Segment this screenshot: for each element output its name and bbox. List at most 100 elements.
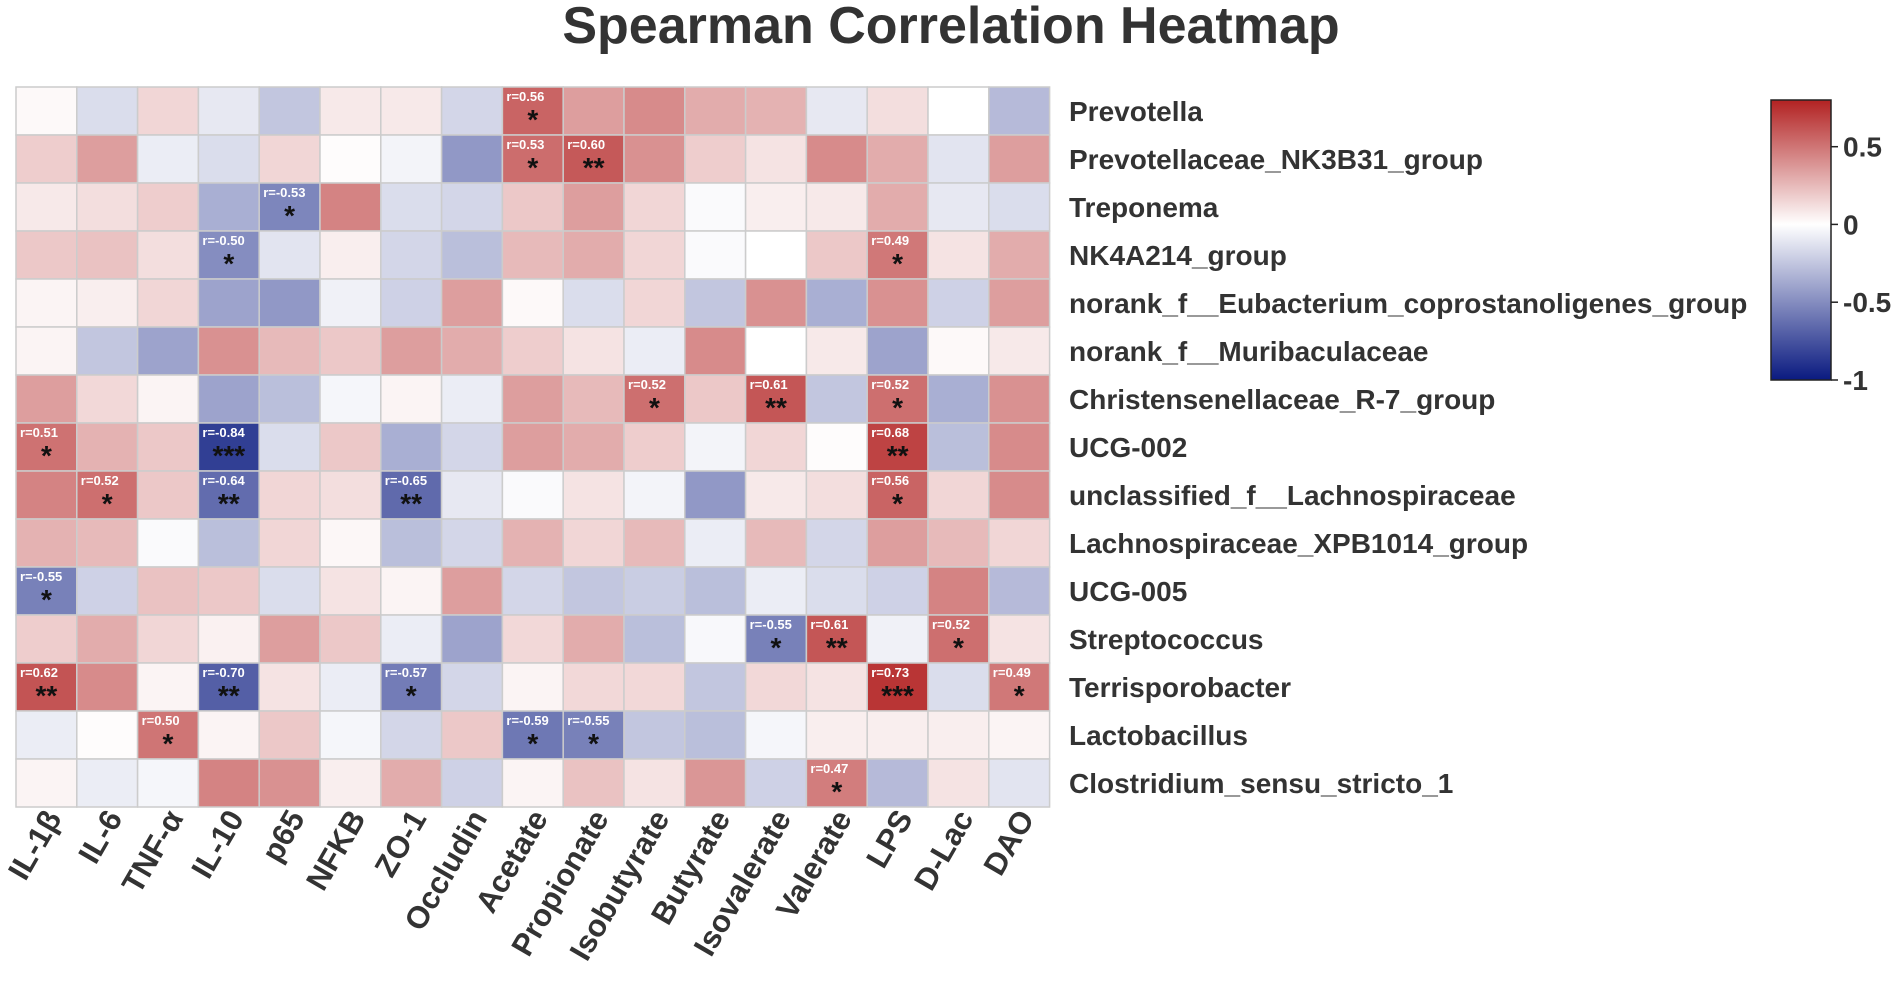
row-label: Clostridium_sensu_stricto_1 bbox=[1069, 768, 1453, 799]
heatmap-cell bbox=[927, 134, 990, 184]
heatmap-cell bbox=[623, 614, 686, 664]
cell-significance-stars: *** bbox=[881, 680, 914, 711]
heatmap-cell bbox=[623, 182, 686, 232]
heatmap-cell bbox=[805, 182, 868, 232]
heatmap-cell bbox=[136, 374, 200, 424]
heatmap-cell bbox=[258, 230, 321, 280]
heatmap-cell bbox=[15, 710, 78, 760]
heatmap-cell bbox=[562, 758, 625, 808]
heatmap-cell bbox=[258, 662, 321, 712]
cell-correlation-label: r=0.50 bbox=[142, 713, 180, 728]
heatmap-cell bbox=[684, 230, 747, 280]
cell-correlation-label: r=-0.53 bbox=[263, 185, 305, 200]
row-labels: Prevotella Prevotellaceae_NK3B31_group Tre… bbox=[1069, 96, 1747, 799]
heatmap-cell bbox=[805, 470, 868, 520]
heatmap-cell bbox=[258, 278, 321, 328]
heatmap-cell bbox=[927, 758, 990, 808]
heatmap-cell bbox=[927, 710, 990, 760]
heatmap-cell bbox=[744, 374, 808, 424]
row-label: Treponema bbox=[1069, 192, 1219, 223]
cell-correlation-label: r=0.56 bbox=[506, 89, 544, 104]
heatmap-cell bbox=[805, 518, 868, 568]
heatmap-cell bbox=[805, 662, 868, 712]
heatmap-cell bbox=[136, 518, 200, 568]
heatmap-cell bbox=[623, 662, 686, 712]
heatmap-cell bbox=[805, 710, 868, 760]
heatmap-cell bbox=[623, 422, 686, 472]
row-label: norank_f__Eubacterium_coprostanoligenes_… bbox=[1069, 288, 1747, 319]
heatmap-cell bbox=[197, 710, 260, 760]
heatmap-cell bbox=[380, 614, 443, 664]
heatmap-cell bbox=[319, 566, 382, 616]
column-label: DAO bbox=[977, 804, 1042, 881]
heatmap-cell bbox=[866, 470, 929, 520]
heatmap-cell bbox=[684, 470, 747, 520]
heatmap-cell bbox=[380, 86, 443, 136]
heatmap-cell bbox=[258, 566, 321, 616]
heatmap-cell bbox=[15, 470, 78, 520]
heatmap-cell bbox=[744, 230, 808, 280]
heatmap-cell bbox=[866, 758, 929, 808]
heatmap-cell bbox=[136, 86, 200, 136]
heatmap-cell bbox=[805, 278, 868, 328]
cell-correlation-label: r=0.60 bbox=[567, 137, 605, 152]
heatmap-cell bbox=[927, 566, 990, 616]
heatmap-cell bbox=[15, 230, 78, 280]
cell-correlation-label: r=-0.70 bbox=[202, 665, 244, 680]
heatmap-cell bbox=[927, 662, 990, 712]
heatmap-cell bbox=[501, 566, 564, 616]
cell-significance-stars: * bbox=[406, 680, 417, 711]
heatmap-cell bbox=[684, 518, 747, 568]
colorbar-gradient bbox=[1770, 99, 1832, 381]
heatmap-cell bbox=[927, 518, 990, 568]
heatmap-cell bbox=[501, 710, 564, 760]
heatmap-cell bbox=[76, 710, 139, 760]
heatmap-cell bbox=[805, 422, 868, 472]
heatmap-cell bbox=[258, 518, 321, 568]
heatmap-cell bbox=[15, 518, 78, 568]
heatmap-cell bbox=[380, 374, 443, 424]
column-label: IL-1β bbox=[1, 804, 68, 886]
heatmap-cell bbox=[866, 182, 929, 232]
heatmap-cell bbox=[866, 614, 929, 664]
heatmap-cell bbox=[15, 566, 78, 616]
heatmap-cell bbox=[440, 662, 504, 712]
cell-significance-stars: * bbox=[41, 440, 52, 471]
heatmap-cell bbox=[258, 134, 321, 184]
heatmap-cell bbox=[258, 422, 321, 472]
heatmap-cell bbox=[380, 758, 443, 808]
heatmap-cell bbox=[562, 710, 625, 760]
heatmap-cell bbox=[76, 230, 139, 280]
heatmap-cell bbox=[501, 422, 564, 472]
cell-significance-stars: *** bbox=[212, 440, 245, 471]
heatmap-cell bbox=[501, 758, 564, 808]
cell-significance-stars: * bbox=[223, 248, 234, 279]
heatmap-cell bbox=[136, 230, 200, 280]
heatmap-cell bbox=[805, 326, 868, 376]
heatmap-cell bbox=[623, 566, 686, 616]
heatmap-cell bbox=[258, 326, 321, 376]
heatmap-cell bbox=[562, 662, 625, 712]
heatmap-cell bbox=[988, 182, 1051, 232]
heatmap-cell bbox=[744, 758, 808, 808]
column-label: TNF-α bbox=[115, 804, 190, 899]
heatmap-cell bbox=[988, 326, 1051, 376]
heatmap-cell bbox=[805, 86, 868, 136]
heatmap-cell bbox=[76, 518, 139, 568]
colorbar: 0.5 0 -0.5 -1 bbox=[1770, 99, 1891, 396]
cell-significance-stars: ** bbox=[218, 680, 240, 711]
heatmap-cell bbox=[136, 422, 200, 472]
cell-significance-stars: * bbox=[1014, 680, 1025, 711]
heatmap-cell bbox=[684, 422, 747, 472]
heatmap-cell bbox=[927, 422, 990, 472]
heatmap-cell bbox=[866, 230, 929, 280]
heatmap-cell bbox=[440, 518, 504, 568]
heatmap-cell bbox=[623, 86, 686, 136]
heatmap-cell bbox=[136, 134, 200, 184]
heatmap-cell bbox=[76, 614, 139, 664]
heatmap-cell bbox=[866, 710, 929, 760]
cell-correlation-label: r=0.73 bbox=[871, 665, 909, 680]
cell-significance-stars: * bbox=[771, 632, 782, 663]
heatmap-cell bbox=[684, 278, 747, 328]
heatmap-cell bbox=[319, 614, 382, 664]
